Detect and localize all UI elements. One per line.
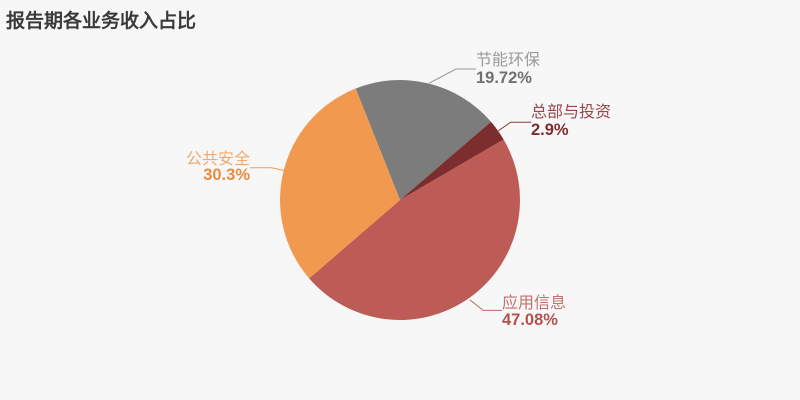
svg-text:47.08%: 47.08% — [502, 311, 558, 329]
svg-text:30.3%: 30.3% — [203, 166, 250, 184]
svg-text:19.72%: 19.72% — [476, 69, 532, 87]
svg-text:2.9%: 2.9% — [531, 121, 569, 139]
svg-text:应用信息: 应用信息 — [502, 293, 566, 312]
svg-text:总部与投资: 总部与投资 — [531, 103, 611, 121]
svg-text:节能环保: 节能环保 — [476, 51, 540, 69]
